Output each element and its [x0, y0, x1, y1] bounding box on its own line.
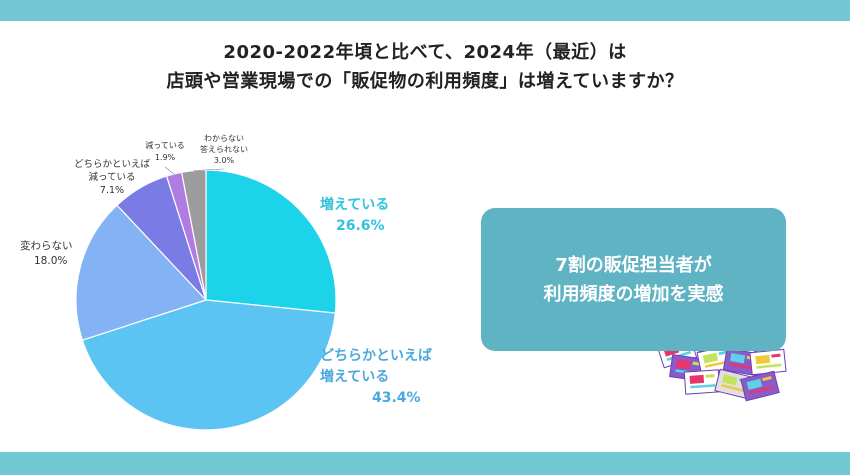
slice-label-2: どちらかといえば増えている 43.4%: [320, 348, 432, 406]
top-band: [0, 0, 850, 21]
callout-box: 7割の販促担当者が 利用頻度の増加を実感: [481, 208, 786, 351]
leader-line-5: [164, 166, 175, 175]
slice-label-6: わからない答えられない 3.0%: [200, 134, 248, 165]
slice-label-4: どちらかといえば減っている 7.1%: [74, 159, 151, 196]
flyer-8: [749, 348, 787, 376]
bottom-band: [0, 452, 850, 475]
pie-slices: [75, 169, 337, 431]
slice-label-5: 減っている 1.9%: [145, 140, 185, 162]
pie-slice-1: [205, 169, 337, 314]
chart-title: 2020-2022年頃と比べて、2024年（最近）は 店頭や営業現場での「販促物…: [0, 38, 850, 96]
leader-line-6: [193, 168, 225, 171]
slice-label-3: 変わらない 18.0%: [20, 239, 73, 267]
slice-label-1: 増えている 26.6%: [320, 196, 389, 234]
slice-labels: 増えている 26.6% どちらかといえば増えている 43.4% 変わらない 18.0% どち…: [20, 134, 432, 406]
pie-slice-3: [75, 204, 208, 341]
flyer-11: [740, 370, 780, 402]
callout-line-2: 利用頻度の増加を実感: [543, 283, 724, 305]
title-line-1: 2020-2022年頃と比べて、2024年（最近）は: [223, 42, 627, 63]
title-line-2: 店頭や営業現場での「販促物の利用頻度」は増えていますか？: [166, 71, 684, 92]
callout-line-1: 7割の販促担当者が: [555, 254, 712, 276]
pie-slice-2: [81, 299, 336, 431]
leader-lines: [164, 166, 225, 175]
